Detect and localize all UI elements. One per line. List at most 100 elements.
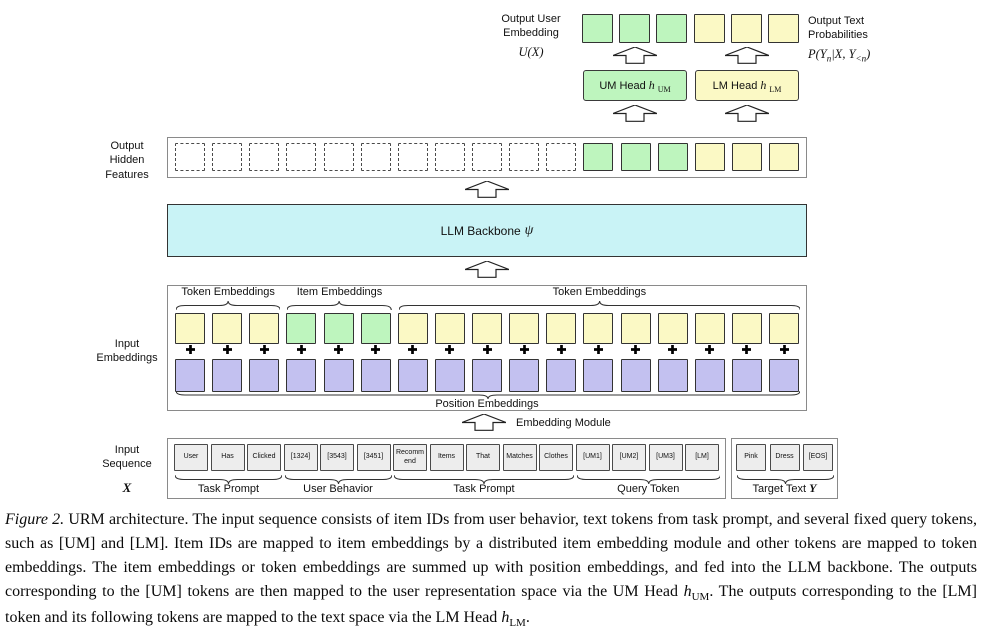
green-cell: [656, 14, 687, 43]
token-box: Items: [429, 444, 464, 471]
yellow-cell: [175, 313, 205, 344]
x-symbol: X: [122, 479, 132, 495]
green-cell: [286, 313, 317, 344]
green-cell: [657, 143, 688, 171]
plus-icon: [621, 345, 651, 354]
yellow-cell: [583, 313, 614, 344]
purple-cell: [323, 359, 354, 392]
yellow-cell: [546, 313, 577, 344]
llm-backbone: LLM Backbone ψ: [167, 204, 807, 257]
purple-cell: [546, 359, 577, 392]
brace: [176, 391, 800, 399]
token-box: [3451]: [356, 444, 391, 471]
purple-cell: [434, 359, 465, 392]
output-text-probability-boxes: [694, 14, 799, 43]
plus-icon: [695, 345, 725, 354]
label-line: Embedding: [503, 26, 559, 39]
psi-symbol: ψ: [524, 222, 534, 238]
dashed-cell: [286, 143, 317, 171]
token-box: Pink: [736, 444, 766, 471]
dashed-cell: [249, 143, 280, 171]
plus-icon: [398, 345, 428, 354]
target-token-row: Pink Dress [EOS]: [732, 444, 837, 471]
up-arrow-icon: [465, 261, 509, 278]
dashed-cell: [175, 143, 205, 171]
token-box: [3543]: [320, 444, 354, 471]
hidden-cells-row: [168, 143, 806, 171]
token-box: [UM2]: [612, 444, 646, 471]
label-line: Probabilities: [808, 28, 868, 41]
output-text-probabilities-label: Output Text Probabilities P(Yn|X, Y<n): [808, 15, 928, 64]
brace: [176, 301, 281, 310]
group-label: Token Embeddings: [181, 286, 275, 298]
brace: [576, 475, 720, 484]
purple-cell: [212, 359, 243, 392]
token-box: [UM1]: [575, 444, 610, 471]
yellow-cell: [769, 143, 799, 171]
yellow-cell: [768, 14, 799, 43]
purple-cell: [360, 359, 391, 392]
token-box: Matches: [502, 444, 537, 471]
plus-icon: [249, 345, 279, 354]
figure-label: Figure 2.: [5, 511, 65, 528]
green-cell: [360, 313, 391, 344]
yellow-cell: [694, 14, 725, 43]
plus-row: [168, 345, 806, 354]
yellow-cell: [509, 313, 540, 344]
purple-cell: [175, 359, 205, 392]
purple-cell: [249, 359, 280, 392]
yellow-cell: [694, 313, 725, 344]
token-box: [UM3]: [648, 444, 683, 471]
yellow-cell: [212, 313, 243, 344]
dashed-cell: [509, 143, 540, 171]
group-label: Item Embeddings: [296, 286, 383, 298]
token-box: Clothes: [539, 444, 573, 471]
user-embedding-math: U(X): [518, 44, 544, 59]
purple-cell: [509, 359, 540, 392]
token-box: [EOS]: [803, 444, 833, 471]
up-arrow-icon: [613, 47, 657, 64]
brace: [398, 301, 800, 310]
dashed-cell: [397, 143, 428, 171]
target-brace-layer: [732, 439, 837, 498]
purple-cell: [397, 359, 428, 392]
dashed-cell: [212, 143, 243, 171]
token-box: That: [466, 444, 500, 471]
plus-icon: [435, 345, 465, 354]
yellow-cell: [434, 313, 465, 344]
yellow-cell: [694, 143, 725, 171]
green-cell: [323, 313, 354, 344]
dashed-cell: [360, 143, 391, 171]
up-arrow-icon: [725, 105, 769, 122]
plus-icon: [324, 345, 354, 354]
purple-cell: [769, 359, 799, 392]
green-cell: [619, 14, 650, 43]
purple-cell: [731, 359, 762, 392]
output-user-embedding-label: Output User Embedding U(X): [483, 13, 579, 60]
yellow-cell: [731, 14, 762, 43]
group-label: Task Prompt: [453, 483, 515, 495]
y-symbol: Y: [809, 481, 817, 495]
up-arrow-icon: [462, 414, 506, 431]
purple-cell: [657, 359, 688, 392]
token-box: Has: [210, 444, 245, 471]
up-arrow-icon: [725, 47, 769, 64]
plus-icon: [658, 345, 688, 354]
plus-icon: [212, 345, 242, 354]
yellow-cell: [731, 143, 762, 171]
prob-math: P(Yn|X, Y<n): [808, 46, 871, 64]
up-arrow-icon: [465, 181, 509, 198]
plus-icon: [583, 345, 613, 354]
target-text-box: Pink Dress [EOS] Target Text Y: [731, 438, 838, 499]
purple-cell: [286, 359, 317, 392]
plus-icon: [509, 345, 539, 354]
lm-head-label: LM Head: [712, 79, 758, 92]
token-box: Clicked: [247, 444, 281, 471]
token-box: Dress: [769, 444, 800, 471]
group-label: Query Token: [617, 483, 680, 495]
plus-icon: [546, 345, 576, 354]
position-embeddings-label: Position Embeddings: [435, 398, 539, 410]
group-label: Task Prompt: [197, 483, 260, 495]
token-box: Recomm end: [393, 444, 427, 471]
dashed-cell: [546, 143, 577, 171]
